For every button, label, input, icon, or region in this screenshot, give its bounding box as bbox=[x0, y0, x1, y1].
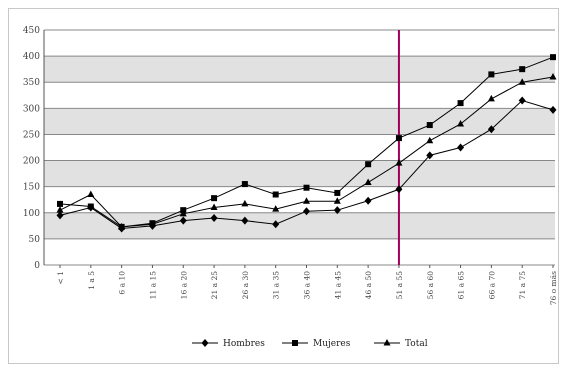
y-tick-label: 200 bbox=[23, 157, 40, 167]
legend-label: Total bbox=[405, 339, 428, 349]
data-point-total bbox=[210, 203, 218, 211]
data-point-total bbox=[179, 209, 187, 217]
y-tick-label: 450 bbox=[23, 26, 40, 36]
x-tick-label: 36 a 40 bbox=[303, 271, 312, 300]
data-point-hombres bbox=[333, 206, 341, 215]
data-point-mujeres bbox=[211, 195, 218, 202]
y-tick-label: 250 bbox=[23, 130, 40, 140]
data-point-hombres bbox=[457, 143, 465, 152]
series-line-total bbox=[59, 76, 554, 228]
y-tick-label: 400 bbox=[23, 52, 40, 62]
x-tick-label: 41 a 45 bbox=[333, 271, 342, 300]
grid-band bbox=[44, 108, 555, 135]
data-point-total bbox=[148, 220, 156, 227]
data-point-total bbox=[426, 136, 434, 144]
data-point-hombres bbox=[303, 207, 310, 216]
grid-band bbox=[44, 56, 555, 83]
legend-item-hombres: Hombres bbox=[192, 339, 265, 349]
series-layer bbox=[56, 54, 557, 233]
data-point-total bbox=[87, 190, 95, 197]
x-tick-label: 56 a 60 bbox=[426, 271, 435, 300]
legend-item-total: Total bbox=[374, 339, 428, 349]
y-tick-label: 150 bbox=[23, 183, 40, 193]
data-point-hombres bbox=[210, 214, 218, 222]
data-point-hombres bbox=[426, 151, 434, 160]
data-point-mujeres bbox=[87, 203, 94, 210]
legend-label: Hombres bbox=[223, 339, 265, 349]
x-tick-label: 51 a 55 bbox=[395, 271, 404, 300]
y-tick-label: 100 bbox=[23, 209, 40, 219]
data-point-total bbox=[241, 199, 249, 207]
x-tick-label: 31 a 35 bbox=[272, 271, 281, 300]
y-axis: 0 50 100 150 200 250 300 350 400 450 bbox=[23, 26, 45, 271]
y-tick-label: 300 bbox=[23, 104, 40, 114]
data-point-total bbox=[549, 73, 557, 80]
data-point-total bbox=[303, 197, 310, 204]
data-point-hombres bbox=[272, 220, 280, 229]
data-point-hombres bbox=[487, 125, 495, 134]
x-tick-label: 11 a 15 bbox=[148, 271, 157, 300]
data-point-mujeres bbox=[365, 161, 372, 168]
data-point-mujeres bbox=[395, 135, 402, 142]
data-point-hombres bbox=[518, 96, 526, 105]
data-point-total bbox=[118, 222, 126, 230]
legend-marker bbox=[292, 340, 298, 346]
data-point-total bbox=[457, 120, 465, 127]
data-point-mujeres bbox=[457, 100, 464, 107]
data-point-mujeres bbox=[272, 191, 279, 198]
y-tick-label: 0 bbox=[34, 261, 40, 271]
legend: Hombres Mujeres Total bbox=[192, 339, 428, 349]
x-tick-label: 71 a 75 bbox=[518, 271, 527, 300]
data-point-mujeres bbox=[303, 184, 310, 191]
data-point-total bbox=[56, 206, 64, 213]
data-point-hombres bbox=[56, 211, 64, 220]
x-tick-label: 61 a 65 bbox=[457, 271, 466, 300]
series-total bbox=[56, 73, 557, 230]
data-point-mujeres bbox=[488, 71, 495, 78]
x-tick-label: 16 a 20 bbox=[179, 271, 188, 300]
x-tick-label: 66 a 70 bbox=[487, 271, 496, 300]
data-point-total bbox=[395, 159, 403, 166]
x-tick-label: 76 o más bbox=[549, 271, 558, 305]
data-point-hombres bbox=[241, 216, 249, 225]
x-axis: < 1 1 a 5 6 a 10 11 a 15 16 a 20 21 a 25 26 a … bbox=[56, 265, 558, 305]
data-point-mujeres bbox=[519, 66, 526, 73]
x-tick-label: < 1 bbox=[56, 271, 65, 284]
data-point-total bbox=[272, 205, 280, 212]
data-point-mujeres bbox=[334, 189, 341, 196]
legend-marker bbox=[201, 339, 209, 347]
x-tick-label: 6 a 10 bbox=[118, 271, 127, 295]
data-point-mujeres bbox=[426, 122, 433, 129]
y-tick-label: 350 bbox=[23, 78, 40, 88]
x-tick-label: 21 a 25 bbox=[210, 271, 219, 300]
data-point-mujeres bbox=[550, 54, 556, 61]
legend-marker bbox=[383, 339, 391, 346]
legend-item-mujeres: Mujeres bbox=[282, 339, 351, 349]
y-tick-label: 50 bbox=[29, 235, 41, 245]
data-point-hombres bbox=[364, 196, 372, 205]
data-point-total bbox=[518, 78, 526, 85]
data-point-total bbox=[364, 178, 372, 185]
data-point-hombres bbox=[395, 185, 403, 194]
series-mujeres bbox=[57, 54, 556, 230]
grid-layer bbox=[44, 29, 555, 266]
legend-label: Mujeres bbox=[313, 339, 351, 349]
grid-band bbox=[44, 160, 555, 187]
data-point-hombres bbox=[179, 216, 187, 225]
x-tick-label: 1 a 5 bbox=[87, 271, 96, 290]
data-point-total bbox=[333, 197, 341, 204]
x-tick-label: 26 a 30 bbox=[241, 271, 250, 300]
data-point-mujeres bbox=[57, 200, 63, 207]
x-tick-label: 46 a 50 bbox=[364, 271, 373, 300]
data-point-hombres bbox=[549, 105, 557, 114]
data-point-total bbox=[487, 94, 495, 102]
data-point-mujeres bbox=[241, 181, 248, 188]
